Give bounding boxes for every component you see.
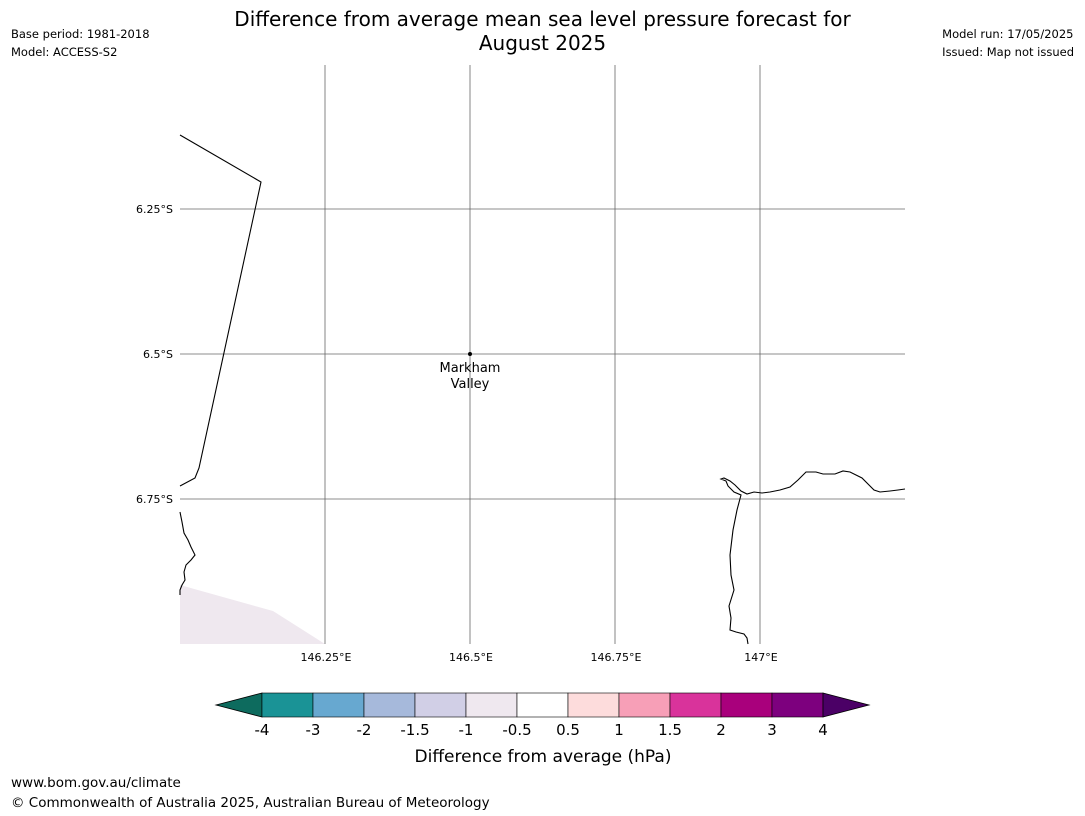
colorbar-cell bbox=[669, 692, 722, 718]
border-line-west bbox=[179, 134, 262, 487]
colorbar-cell bbox=[618, 692, 671, 718]
colorbar-cell bbox=[363, 692, 416, 718]
colorbar-tick-label: -2 bbox=[357, 721, 372, 739]
colorbar-tick-label: 3 bbox=[767, 721, 777, 739]
place-name-line-1: Markham bbox=[440, 361, 501, 376]
place-name-line-2: Valley bbox=[451, 377, 490, 392]
colorbar-cell bbox=[312, 692, 365, 718]
title-line-2: August 2025 bbox=[478, 31, 607, 55]
model-name: Model: ACCESS-S2 bbox=[11, 45, 118, 59]
colorbar-tick-label: -3 bbox=[306, 721, 321, 739]
colorbar-tick-label: 0.5 bbox=[556, 721, 580, 739]
map-title: Difference from average mean sea level p… bbox=[0, 7, 1085, 55]
lon-label-146-25: 146.25°E bbox=[301, 651, 352, 664]
colorbar-cell bbox=[465, 692, 518, 718]
base-period: Base period: 1981-2018 bbox=[11, 27, 150, 41]
shaded-region bbox=[180, 585, 325, 644]
colorbar-tick-label: -1.5 bbox=[400, 721, 429, 739]
coastline-southwest bbox=[179, 511, 196, 595]
lat-label-6-75: 6.75°S bbox=[136, 493, 173, 506]
footer-copyright: © Commonwealth of Australia 2025, Austra… bbox=[11, 795, 490, 811]
footer-url[interactable]: www.bom.gov.au/climate bbox=[11, 775, 181, 791]
colorbar-label: Difference from average (hPa) bbox=[415, 747, 672, 767]
coastline-southeast bbox=[719, 470, 906, 645]
meta-right: Model run: 17/05/2025 Issued: Map not is… bbox=[942, 25, 1074, 61]
colorbar-cell bbox=[261, 692, 314, 718]
colorbar-cell bbox=[720, 692, 773, 718]
colorbar-tick-label: 1.5 bbox=[658, 721, 682, 739]
meta-left: Base period: 1981-2018 Model: ACCESS-S2 bbox=[11, 25, 150, 61]
colorbar-cell bbox=[516, 692, 569, 718]
colorbar-tick-label: -0.5 bbox=[502, 721, 531, 739]
lat-label-6-5: 6.5°S bbox=[143, 348, 173, 361]
lat-label-6-25: 6.25°S bbox=[136, 203, 173, 216]
colorbar-tick-label: 2 bbox=[716, 721, 726, 739]
colorbar: -4 -3 -2 -1.5 -1 -0.5 0.5 1 1.5 2 3 4 Difference fr… bbox=[214, 692, 871, 767]
graticule bbox=[180, 65, 905, 644]
colorbar-low-extend bbox=[214, 692, 263, 718]
colorbar-cell bbox=[771, 692, 824, 718]
model-run: Model run: 17/05/2025 bbox=[942, 27, 1074, 41]
colorbar-cell bbox=[414, 692, 467, 718]
lon-label-147: 147°E bbox=[744, 651, 777, 664]
colorbar-tick-label: 4 bbox=[818, 721, 828, 739]
colorbar-tick-label: 1 bbox=[614, 721, 624, 739]
lon-label-146-75: 146.75°E bbox=[591, 651, 642, 664]
colorbar-cell bbox=[567, 692, 620, 718]
lon-label-146-5: 146.5°E bbox=[449, 651, 493, 664]
colorbar-high-extend bbox=[822, 692, 871, 718]
title-line-1: Difference from average mean sea level p… bbox=[234, 7, 851, 31]
issued-status: Issued: Map not issued bbox=[942, 45, 1074, 59]
colorbar-tick-label: -4 bbox=[255, 721, 270, 739]
colorbar-tick-label: -1 bbox=[459, 721, 474, 739]
place-marker bbox=[468, 352, 472, 356]
